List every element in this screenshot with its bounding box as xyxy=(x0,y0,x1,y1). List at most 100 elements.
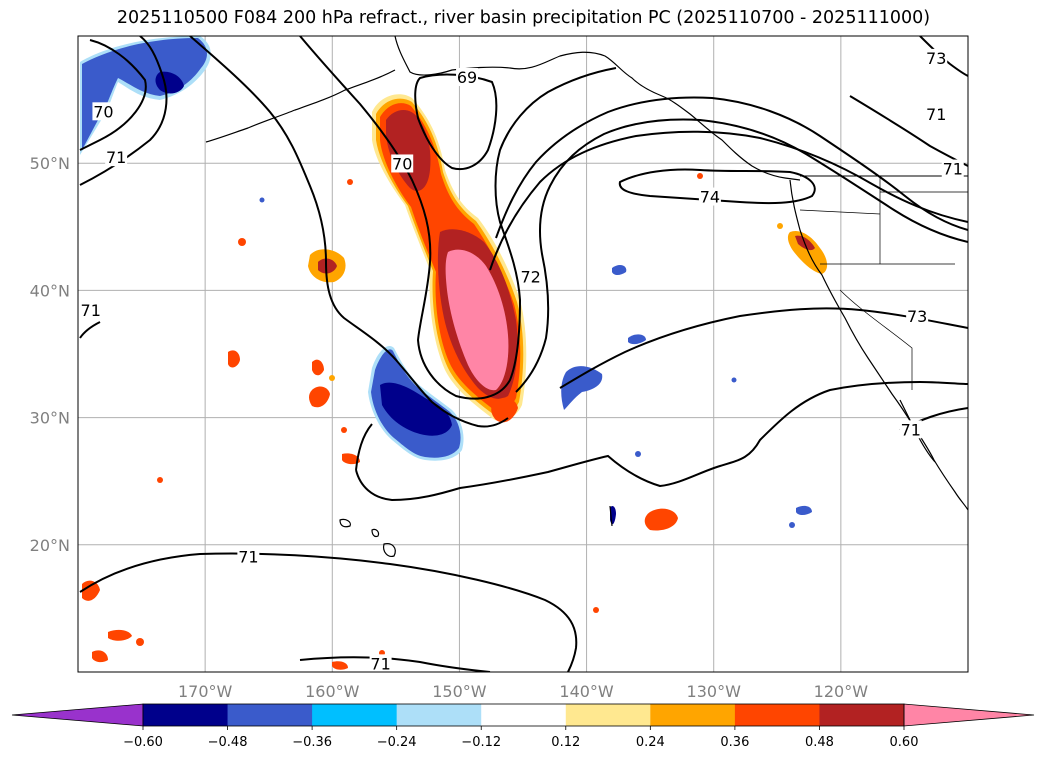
contour-label: 73 xyxy=(907,307,927,326)
positive-anomaly-region xyxy=(332,661,348,670)
colorbar-segment xyxy=(819,704,905,726)
strong-positive-region xyxy=(318,258,337,274)
colorbar-tick-label: −0.24 xyxy=(377,735,417,750)
coastlines xyxy=(205,36,968,557)
negative-anomaly-region xyxy=(789,522,795,528)
colorbar-segment xyxy=(650,704,736,726)
strongest-positive-region xyxy=(445,249,509,391)
negative-anomaly-region xyxy=(635,451,641,457)
positive-anomaly-region xyxy=(341,427,347,433)
contour-label-bg xyxy=(92,102,115,121)
positive-anomaly-region xyxy=(697,173,703,179)
colorbar-tick-label: 0.12 xyxy=(551,735,580,750)
colorbar-segment xyxy=(227,704,313,726)
negative-anomaly-region xyxy=(731,377,737,383)
positive-anomaly-region xyxy=(342,453,360,465)
colorbar-tick-label: −0.12 xyxy=(461,735,501,750)
lat-tick-label: 50°N xyxy=(30,154,70,173)
contour-label-bg xyxy=(391,154,414,173)
contour-71 xyxy=(79,552,578,672)
contour-label: 70 xyxy=(93,102,113,121)
contour-label-bg xyxy=(456,67,479,86)
contour-label: 73 xyxy=(926,49,946,68)
contour-label: 71 xyxy=(106,148,126,167)
contour-73 xyxy=(559,307,968,389)
positive-anomaly-region xyxy=(228,350,240,368)
contour-73 xyxy=(919,36,968,77)
contour-label-bg xyxy=(925,104,948,123)
colorbar-segment xyxy=(396,704,482,726)
colorbar: −0.60 −0.48 −0.36 −0.24 −0.12 0.12 0.24 0.36 0.4… xyxy=(11,703,1035,750)
island xyxy=(371,528,380,538)
colorbar-tick-label: 0.24 xyxy=(636,735,665,750)
negative-anomaly-region xyxy=(796,505,812,515)
contour-71 xyxy=(355,423,373,471)
strong-positive-region xyxy=(386,109,431,191)
alaska-peninsula-coastline xyxy=(205,69,396,143)
contour-label-bg xyxy=(906,307,929,326)
positive-anomaly-region xyxy=(347,179,353,185)
contour-label: 71 xyxy=(901,420,921,439)
contour-label: 69 xyxy=(457,68,477,87)
map-frame xyxy=(77,35,969,673)
colorbar-segment xyxy=(481,704,567,726)
lon-tick-label: 140°W xyxy=(559,682,614,701)
gridlines xyxy=(78,36,968,672)
positive-anomaly-region xyxy=(82,580,100,601)
contour-label-bg xyxy=(369,654,392,672)
contour-70 xyxy=(79,39,147,151)
contour-label: 71 xyxy=(926,105,946,124)
positive-anomaly-region xyxy=(92,650,108,663)
contour-label: 71 xyxy=(81,301,101,320)
contour-label-bg xyxy=(899,420,922,439)
contour-71 xyxy=(355,380,968,502)
colorbar-segment xyxy=(143,704,229,726)
colorbar-tick-label: 0.60 xyxy=(890,735,919,750)
lon-tick-label: 120°W xyxy=(814,682,869,701)
island xyxy=(609,505,613,527)
lon-tick-label: 170°W xyxy=(178,682,233,701)
contour-label-bg xyxy=(941,159,964,178)
lat-tick-label: 30°N xyxy=(30,409,70,428)
negative-anomaly-region xyxy=(82,38,207,150)
colorbar-frame xyxy=(142,703,905,727)
colorbar-segment xyxy=(565,704,651,726)
lat-tick-label: 40°N xyxy=(30,281,70,300)
contour-label: 71 xyxy=(238,548,258,567)
colorbar-tick-label: −0.60 xyxy=(123,735,163,750)
axis-tick-labels: 50°N 40°N 30°N 20°N 170°W 160°W 150°W 140°W 130°… xyxy=(30,154,869,701)
colorbar-segment xyxy=(312,704,398,726)
positive-anomaly-region xyxy=(136,638,144,646)
lon-tick-label: 160°W xyxy=(305,682,360,701)
contour-label: 71 xyxy=(370,654,390,673)
contour-71 xyxy=(79,36,168,186)
colorbar-tick-label: 0.36 xyxy=(720,735,749,750)
colorbar-extend-min xyxy=(11,703,144,727)
contour-label-bg xyxy=(925,48,948,67)
colorbar-tick-label: −0.48 xyxy=(208,735,248,750)
positive-anomaly-region xyxy=(312,359,324,376)
positive-anomaly-region xyxy=(157,477,163,483)
negative-anomaly-region xyxy=(259,197,265,203)
contour-labels: 69 70 70 71 71 71 71 71 71 71 72 73 73 74 xyxy=(79,48,964,673)
alaska-coastline xyxy=(394,36,801,181)
lat-tick-label: 20°N xyxy=(30,536,70,555)
negative-anomaly-region xyxy=(561,366,603,410)
colorbar-tick-label: 0.48 xyxy=(805,735,834,750)
contour-label-bg xyxy=(79,300,102,319)
contour-71 xyxy=(79,321,101,339)
contour-label: 72 xyxy=(520,268,540,287)
state-boundary xyxy=(839,289,913,390)
positive-anomaly-region xyxy=(108,629,132,641)
positive-anomaly-region xyxy=(238,238,246,246)
colorbar-segment xyxy=(734,704,820,726)
colorbar-extend-max xyxy=(903,703,1035,727)
positive-anomaly-region xyxy=(309,386,330,408)
contour-69 xyxy=(414,73,498,170)
negative-anomaly-region xyxy=(612,265,627,275)
island xyxy=(339,518,351,528)
contour-label-bg xyxy=(105,148,128,167)
contour-label: 70 xyxy=(392,154,412,173)
contour-72 xyxy=(495,96,968,239)
positive-anomaly-region xyxy=(593,607,599,613)
